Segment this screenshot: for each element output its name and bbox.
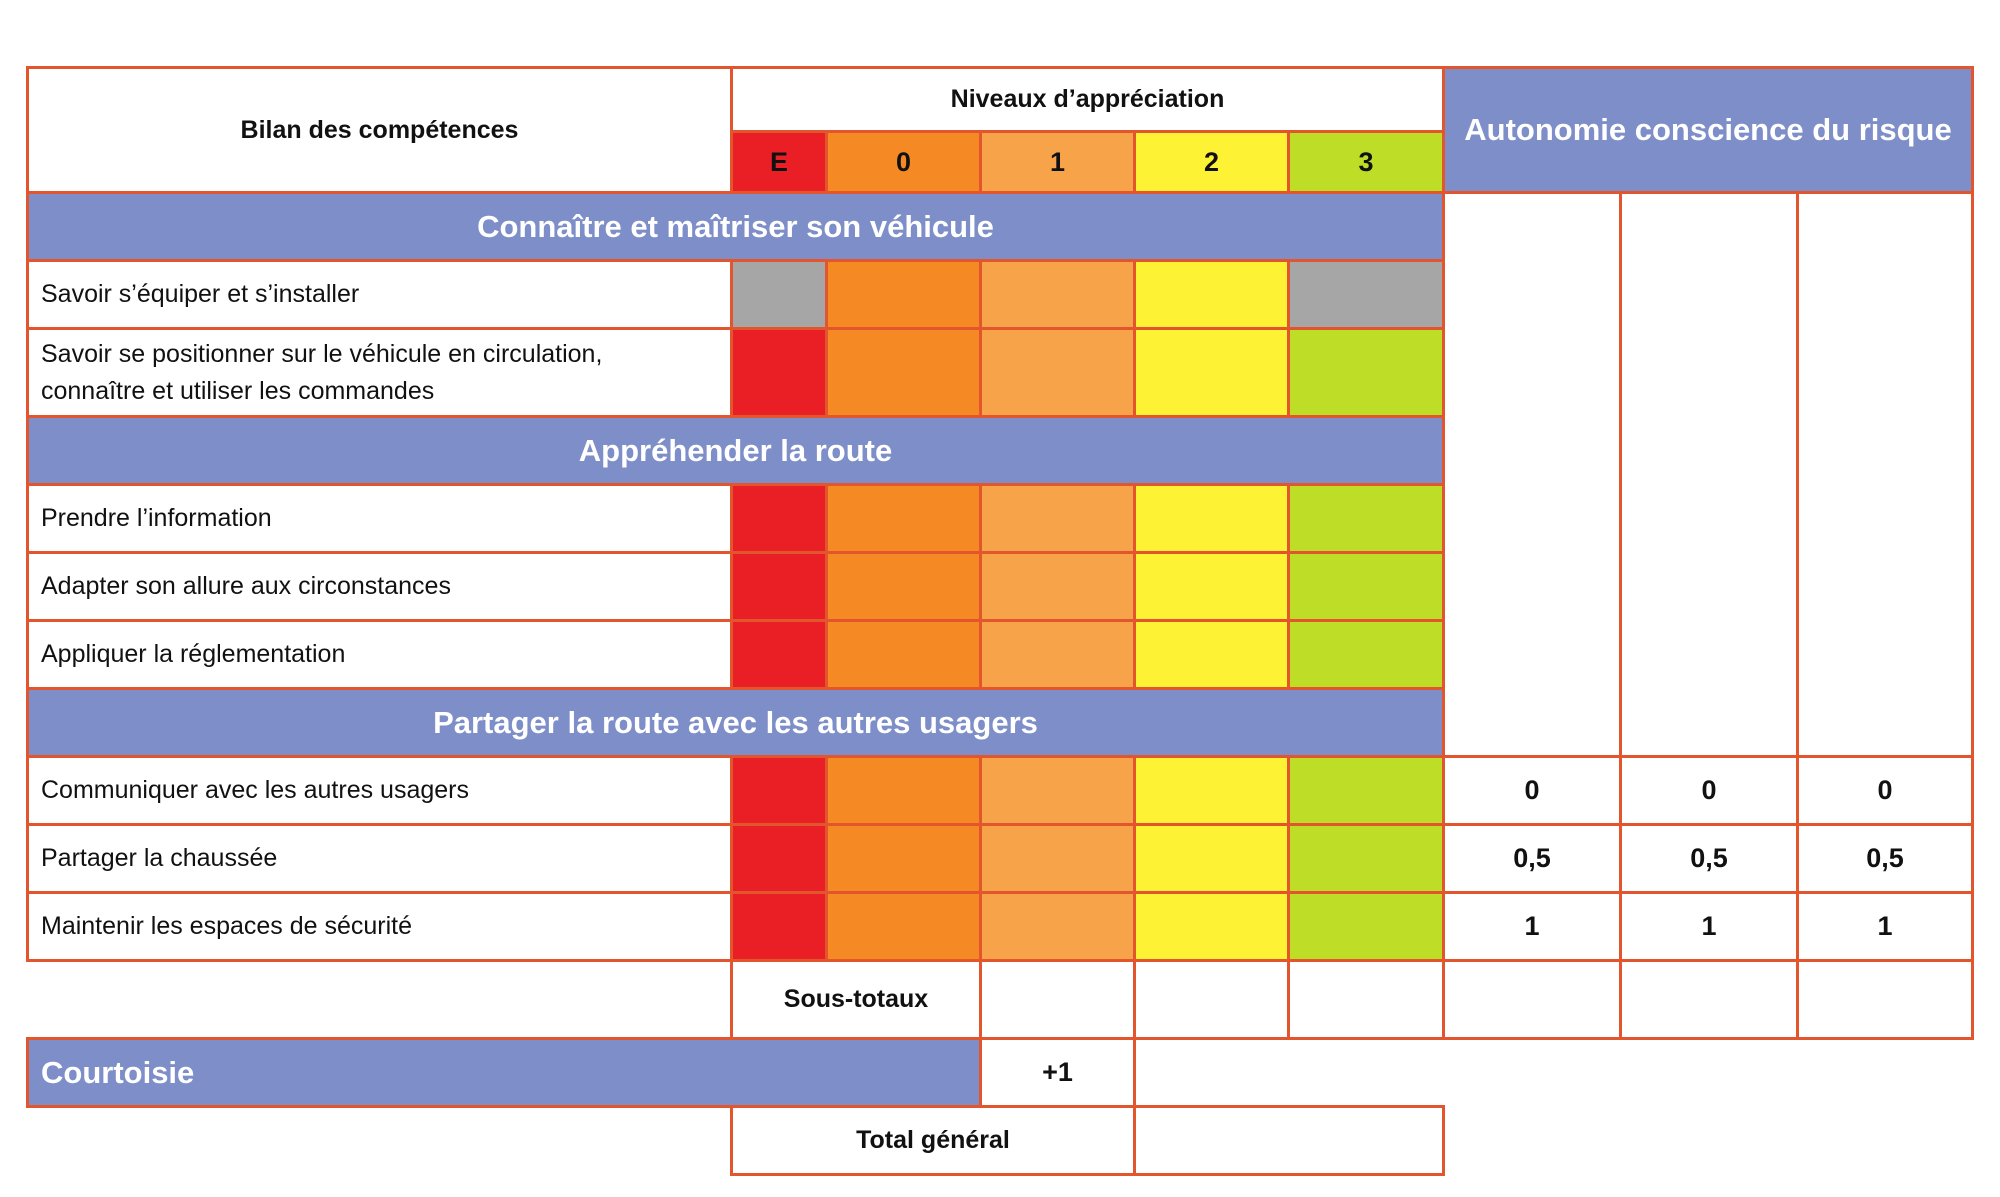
level-cell-2 [1133, 327, 1290, 418]
level-cell-1 [979, 823, 1136, 894]
autonomy-value: 1 [1619, 891, 1799, 962]
level-cell-0 [825, 483, 982, 554]
courtesy-band: Courtoisie [26, 1037, 982, 1108]
section-title: Partager la route avec les autres usager… [433, 704, 1038, 740]
level-header-E: E [730, 130, 828, 194]
grand-total-label: Total général [856, 1126, 1010, 1154]
subtotal-cell [1619, 959, 1799, 1040]
level-label-0: 0 [895, 146, 912, 177]
level-cell-E [730, 619, 828, 690]
subtotal-cell [1442, 959, 1622, 1040]
autonomy-value: 0,5 [1442, 823, 1622, 894]
level-cell-0 [825, 891, 982, 962]
level-cell-2 [1133, 259, 1290, 330]
level-cell-E-disabled [730, 259, 828, 330]
autonomy-value: 1 [1442, 891, 1622, 962]
autonomy-title: Autonomie conscience du risque [1464, 112, 1952, 147]
level-cell-0 [825, 551, 982, 622]
level-cell-3 [1287, 483, 1445, 554]
level-label-E: E [769, 146, 788, 177]
level-cell-1 [979, 483, 1136, 554]
table-title-cell: Bilan des compétences [26, 66, 733, 194]
courtesy-bonus: +1 [1042, 1057, 1073, 1087]
grand-total-label-cell: Total général [730, 1105, 1136, 1176]
row-label: Savoir s’équiper et s’installer [26, 259, 733, 330]
level-cell-3 [1287, 327, 1445, 418]
autonomy-column-top [1796, 191, 1974, 758]
autonomy-value: 0,5 [1619, 823, 1799, 894]
level-cell-1 [979, 327, 1136, 418]
autonomy-value: 1 [1796, 891, 1974, 962]
row-label: Appliquer la réglementation [26, 619, 733, 690]
autonomy-column-top [1619, 191, 1799, 758]
autonomy-value: 0 [1442, 755, 1622, 826]
row-label: Prendre l’information [26, 483, 733, 554]
level-cell-0 [825, 755, 982, 826]
autonomy-header: Autonomie conscience du risque [1442, 66, 1974, 194]
courtesy-label: Courtoisie [41, 1054, 195, 1090]
levels-title-cell: Niveaux d’appréciation [730, 66, 1445, 133]
level-cell-3 [1287, 619, 1445, 690]
level-cell-1 [979, 259, 1136, 330]
level-header-1: 1 [979, 130, 1136, 194]
level-cell-2 [1133, 755, 1290, 826]
autonomy-value: 0,5 [1796, 823, 1974, 894]
section-band: Connaître et maîtriser son véhicule [26, 191, 1445, 262]
level-cell-3 [1287, 891, 1445, 962]
level-cell-0 [825, 619, 982, 690]
level-cell-E [730, 755, 828, 826]
row-label: Maintenir les espaces de sécurité [26, 891, 733, 962]
level-cell-2 [1133, 891, 1290, 962]
subtotal-cell [1796, 959, 1974, 1040]
level-cell-2 [1133, 551, 1290, 622]
subtotals-label: Sous-totaux [783, 985, 929, 1013]
subtotal-cell [1133, 959, 1290, 1040]
level-cell-3 [1287, 551, 1445, 622]
autonomy-value: 0 [1619, 755, 1799, 826]
autonomy-value: 0 [1796, 755, 1974, 826]
level-cell-0 [825, 823, 982, 894]
section-title: Connaître et maîtriser son véhicule [477, 208, 994, 244]
level-cell-1 [979, 551, 1136, 622]
level-cell-3 [1287, 755, 1445, 826]
section-band: Appréhender la route [26, 415, 1445, 486]
level-cell-2 [1133, 823, 1290, 894]
level-cell-E [730, 551, 828, 622]
level-header-2: 2 [1133, 130, 1290, 194]
row-label: Adapter son allure aux circonstances [26, 551, 733, 622]
level-cell-0 [825, 259, 982, 330]
grand-total-value-cell [1133, 1105, 1445, 1176]
level-cell-E [730, 891, 828, 962]
level-cell-2 [1133, 619, 1290, 690]
level-cell-1 [979, 619, 1136, 690]
level-cell-E [730, 483, 828, 554]
courtesy-bonus-cell: +1 [979, 1037, 1136, 1108]
subtotal-cell [979, 959, 1136, 1040]
level-cell-E [730, 823, 828, 894]
table-title: Bilan des compétences [240, 115, 519, 144]
section-title: Appréhender la route [578, 432, 893, 468]
level-cell-0 [825, 327, 982, 418]
level-header-0: 0 [825, 130, 982, 194]
subtotal-cell [1287, 959, 1445, 1040]
level-label-1: 1 [1049, 146, 1066, 177]
level-label-2: 2 [1203, 146, 1220, 177]
level-cell-1 [979, 755, 1136, 826]
subtotals-label-cell: Sous-totaux [730, 959, 982, 1040]
levels-title: Niveaux d’appréciation [950, 85, 1225, 113]
row-label: Savoir se positionner sur le véhicule en… [26, 327, 733, 418]
level-cell-3-disabled [1287, 259, 1445, 330]
level-cell-1 [979, 891, 1136, 962]
row-label: Partager la chaussée [26, 823, 733, 894]
level-label-3: 3 [1358, 146, 1374, 177]
level-cell-3 [1287, 823, 1445, 894]
level-cell-E [730, 327, 828, 418]
autonomy-column-top [1442, 191, 1622, 758]
level-header-3: 3 [1287, 130, 1445, 194]
level-cell-2 [1133, 483, 1290, 554]
row-label: Communiquer avec les autres usagers [26, 755, 733, 826]
section-band: Partager la route avec les autres usager… [26, 687, 1445, 758]
